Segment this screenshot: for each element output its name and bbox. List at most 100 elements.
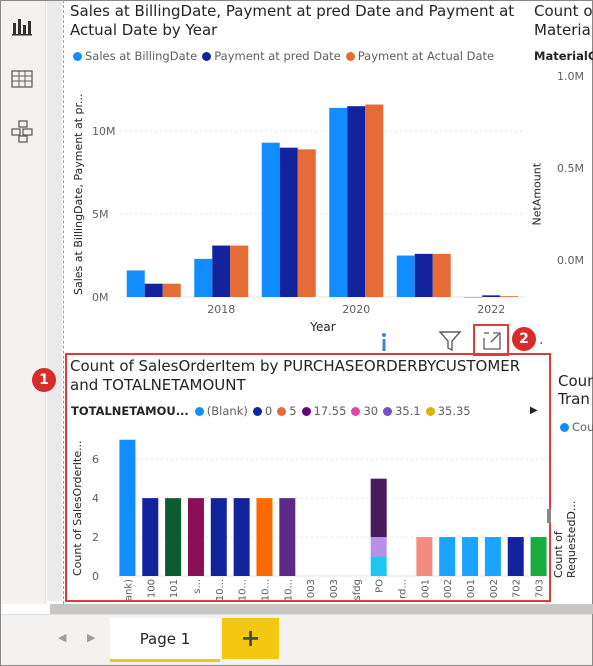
x-tick-label: 2020 (342, 303, 370, 316)
focus-mode-highlight (473, 324, 509, 356)
data-view-icon[interactable] (10, 67, 34, 91)
bar (365, 104, 384, 297)
legend-item[interactable]: Cou (560, 420, 593, 434)
filter-icon[interactable] (438, 330, 462, 352)
x-tick-label: 10... (238, 579, 249, 600)
stacked-bar-segment (484, 537, 501, 576)
bar (500, 296, 519, 297)
legend-next-icon[interactable]: ▶ (530, 405, 538, 416)
legend-label: 35.1 (395, 404, 421, 418)
legend-label: Payment at pred Date (214, 49, 341, 63)
bar (396, 255, 415, 297)
x-tick-label: 002 (489, 579, 500, 598)
legend-label: Cou (572, 420, 593, 434)
resize-handle[interactable] (547, 509, 551, 523)
x-tick-label: 2018 (207, 303, 235, 316)
chart2-title-line1: Count o (534, 2, 593, 20)
bar (347, 106, 366, 297)
info-icon[interactable] (381, 332, 387, 352)
chart1-legend: Sales at BillingDate Payment at pred Dat… (73, 49, 499, 63)
x-tick-label: 100 (146, 579, 157, 598)
bar (329, 107, 348, 297)
stacked-bar-segment (142, 498, 159, 576)
chart2-title-line2: Materia (534, 21, 591, 39)
x-tick-label: 002 (443, 579, 454, 598)
horizontal-scrollbar[interactable] (50, 604, 593, 614)
chart2-ylabel: NetAmount (530, 162, 544, 226)
chart3-title-line2: and TOTALNETAMOUNT (70, 376, 246, 394)
chart1-title-line1: Sales at BillingDate, Payment at pred Da… (70, 2, 515, 20)
stacked-bar-segment (370, 537, 387, 557)
chart3-title-line1: Count of SalesOrderItem by PURCHASEORDER… (70, 357, 521, 375)
legend-dot-icon (202, 51, 212, 61)
chart4-legend: Cou (560, 420, 593, 434)
legend-item[interactable]: 35.35 (425, 404, 471, 418)
chart2-ytick: 1.0M (557, 70, 584, 83)
add-page-button[interactable]: + (222, 618, 279, 659)
bar (279, 147, 298, 297)
stacked-bar-segment (439, 537, 456, 576)
legend-item[interactable]: Payment at Actual Date (345, 49, 495, 63)
bar (212, 245, 231, 297)
legend-label: 35.35 (437, 404, 471, 418)
bar (162, 283, 181, 297)
bar (230, 245, 249, 297)
legend-item[interactable]: 17.55 (301, 404, 346, 418)
legend-label: 30 (363, 404, 379, 418)
legend-label: 0 (264, 404, 273, 418)
chart1-plot: 10M 5M 0M 2018 2020 2022 Year Sales at BillingD… (72, 93, 525, 334)
x-tick-label: 001 (466, 579, 477, 598)
stacked-bar-segment (370, 478, 387, 538)
bar (144, 283, 163, 297)
legend-item[interactable]: Sales at BillingDate (73, 49, 197, 63)
legend-dot-icon (345, 51, 355, 61)
stacked-bar-segment (165, 498, 182, 576)
x-tick-label: s... (192, 579, 203, 594)
legend-item[interactable]: Payment at pred Date (202, 49, 341, 63)
legend-title: MaterialC (534, 49, 593, 63)
bar (432, 253, 451, 297)
x-tick-label: 703 (535, 579, 546, 598)
x-tick-label: 10... (215, 579, 226, 600)
legend-dot-icon (252, 406, 262, 416)
bar (126, 270, 145, 297)
x-axis-title: Year (309, 320, 335, 334)
legend-item[interactable]: 35.1 (383, 404, 421, 418)
y-tick-label: 0 (92, 570, 99, 583)
bar (464, 297, 483, 298)
legend-item[interactable]: 30 (351, 404, 378, 418)
stacked-bar-segment (416, 537, 433, 576)
callout-badge-1: 1 (32, 368, 56, 392)
y-axis-title: Count of SalesOrderIte... (71, 440, 84, 576)
focus-mode-icon[interactable] (481, 330, 503, 352)
next-page-icon[interactable]: ▶ (87, 631, 96, 644)
x-tick-label: 001 (420, 579, 431, 598)
legend-dot-icon (73, 51, 82, 61)
model-view-icon[interactable] (10, 119, 34, 143)
report-view-icon[interactable] (10, 13, 34, 37)
stacked-bar-segment (370, 556, 387, 576)
legend-dot-icon (301, 406, 311, 416)
x-tick-label: 10... (260, 579, 271, 600)
legend-item[interactable]: 0 (252, 404, 273, 418)
y-tick-label: 10M (92, 125, 116, 138)
page-boundary (63, 0, 64, 604)
visual-selection-highlight (65, 353, 551, 602)
legend-item[interactable]: 5 (277, 404, 297, 418)
page-tab-page1[interactable]: Page 1 (110, 618, 220, 662)
stacked-bar-segment (462, 537, 479, 576)
legend-item[interactable]: (Blank) (194, 404, 248, 418)
prev-page-icon[interactable]: ◀ (58, 631, 67, 644)
bar (297, 149, 316, 297)
legend-dot-icon (351, 406, 361, 416)
chart1-title-line2: Actual Date by Year (70, 21, 218, 39)
stacked-bar-segment (507, 537, 524, 576)
legend-label: Payment at Actual Date (357, 49, 495, 63)
x-tick-label: PO (375, 579, 386, 593)
x-tick-label: 003 (329, 579, 340, 598)
more-options-icon[interactable]: · (539, 336, 544, 352)
stacked-bar-segment (256, 498, 273, 576)
legend-dot-icon (277, 406, 287, 416)
legend-label: 5 (289, 404, 297, 418)
stacked-bar-segment (233, 498, 250, 576)
